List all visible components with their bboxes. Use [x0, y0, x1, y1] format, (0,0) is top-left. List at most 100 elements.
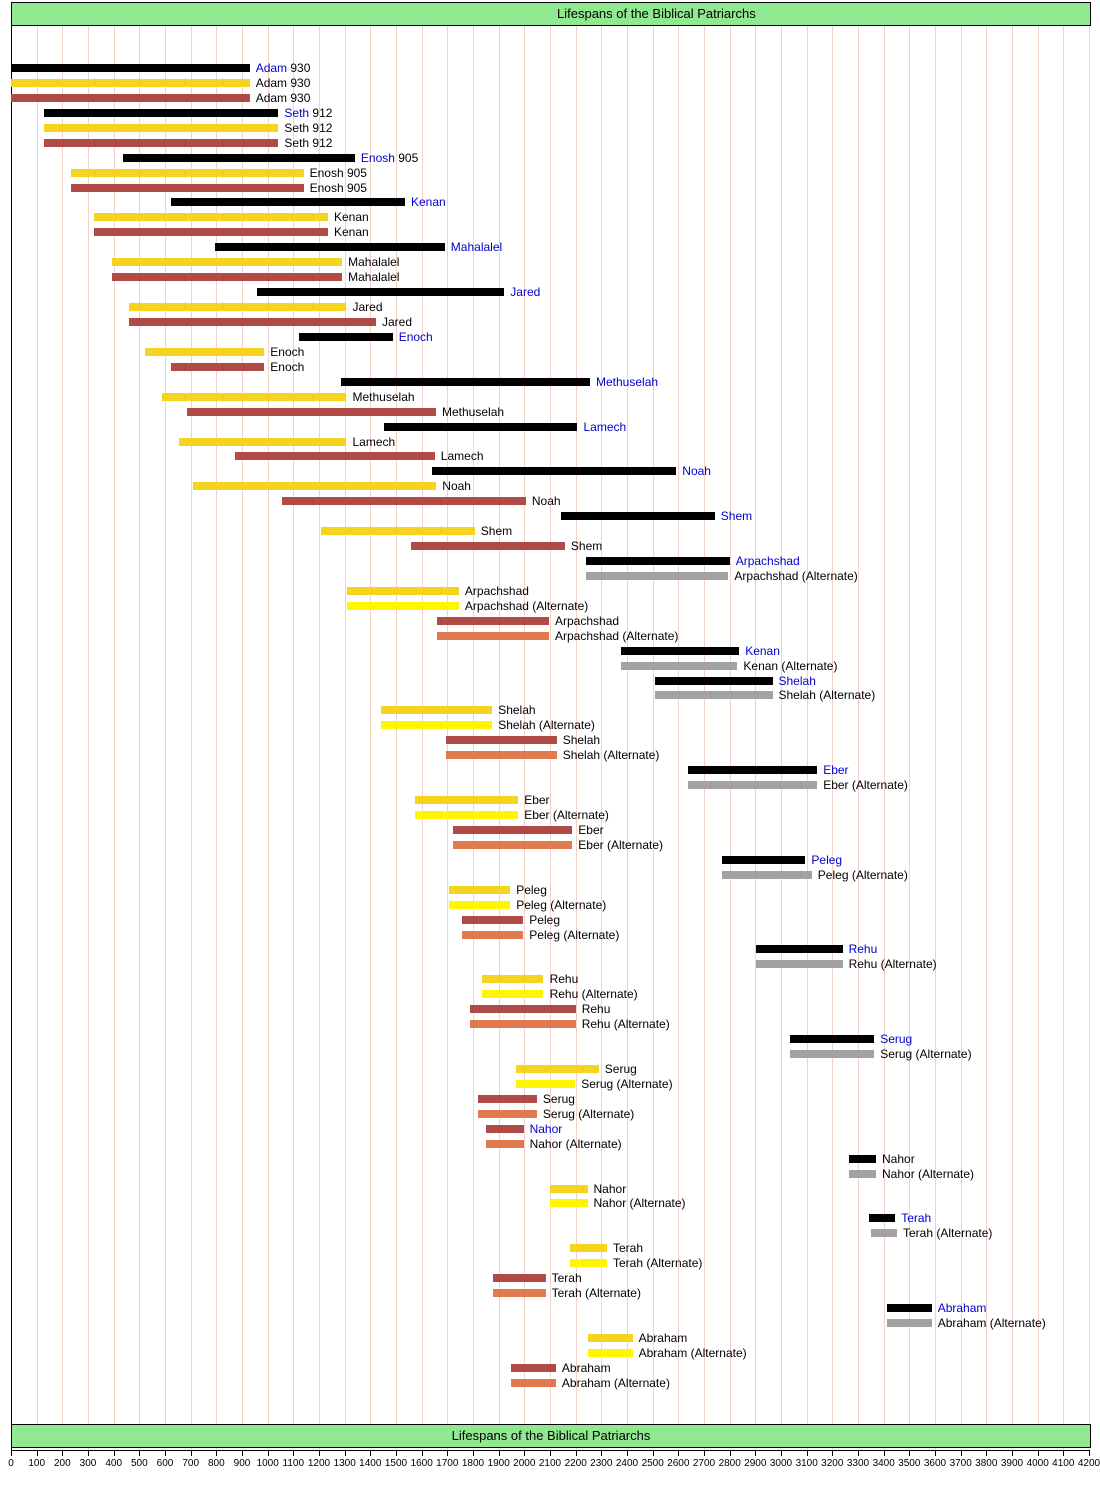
gridline [575, 26, 577, 1450]
gridline [1063, 26, 1065, 1450]
bar-label-row: Rehu [849, 943, 878, 955]
axis-tick-label: 600 [156, 1458, 174, 1469]
bar-label-row: Kenan [334, 226, 369, 238]
bar-label-row: Shelah (Alternate) [563, 749, 660, 761]
bar-label-row: Kenan [411, 196, 446, 208]
axis-tick-label: 2200 [564, 1458, 587, 1469]
bar-label: Serug (Alternate) [542, 1107, 635, 1121]
patriarch-link-noah[interactable]: Noah [682, 464, 711, 478]
patriarch-link-serug[interactable]: Serug [880, 1032, 913, 1046]
bar-label: Nahor [882, 1152, 915, 1166]
chart-title-banner: Lifespans of the Biblical Patriarchs [11, 2, 1091, 26]
bar-label-row: Nahor [530, 1123, 563, 1135]
axis-tick [11, 1451, 12, 1456]
axis-tick-label: 100 [28, 1458, 46, 1469]
bar-label-row: Nahor (Alternate) [594, 1197, 686, 1209]
lifespan-bar-jared [129, 303, 347, 311]
bar-label-row: Peleg [529, 914, 560, 926]
bar-label-row: Mahalalel [348, 256, 399, 268]
patriarch-link-shem[interactable]: Shem [720, 509, 753, 523]
bar-label-row: Lamech [441, 450, 484, 462]
bar-label-row: Eber (Alternate) [578, 839, 663, 851]
bar-label: Rehu (Alternate) [549, 987, 638, 1001]
patriarch-link-arpachshad[interactable]: Arpachshad [735, 554, 800, 568]
axis-tick-label: 800 [207, 1458, 225, 1469]
patriarch-link-peleg[interactable]: Peleg [811, 853, 843, 867]
axis-tick-label: 1300 [333, 1458, 356, 1469]
lifespan-bar-adam [11, 94, 250, 102]
bar-label-row: Adam 930 [256, 77, 311, 89]
patriarch-link-lamech[interactable]: Lamech [583, 420, 627, 434]
axis-tick [319, 1451, 320, 1456]
bar-label: Eber (Alternate) [524, 808, 609, 822]
patriarch-link-methuselah[interactable]: Methuselah [596, 375, 659, 389]
gridline [755, 26, 757, 1450]
patriarch-link-nahor[interactable]: Nahor [529, 1122, 563, 1136]
bar-label: Methuselah [442, 405, 505, 419]
lifespan-bar-kenan [621, 647, 740, 655]
gridline [62, 26, 64, 1450]
axis-tick-label: 3500 [898, 1458, 921, 1469]
lifespan-bar-enosh [71, 169, 304, 177]
bar-label-row: Enoch [399, 331, 433, 343]
bar-label-row: Eber (Alternate) [823, 779, 908, 791]
bar-label: Peleg (Alternate) [817, 868, 908, 882]
bar-label: Nahor (Alternate) [593, 1196, 686, 1210]
bar-label-row: Serug [880, 1033, 912, 1045]
axis-tick-label: 3600 [923, 1458, 947, 1469]
patriarch-link-jared[interactable]: Jared [510, 285, 541, 299]
patriarch-link-seth[interactable]: Seth [284, 106, 310, 120]
patriarch-link-kenan[interactable]: Kenan [411, 195, 446, 209]
axis-tick-label: 2600 [667, 1458, 690, 1469]
axis-tick [1037, 1451, 1039, 1456]
axis-tick [447, 1451, 449, 1456]
bar-label: Arpachshad [464, 584, 529, 598]
patriarch-link-eber[interactable]: Eber [823, 763, 849, 777]
patriarch-link-kenan[interactable]: Kenan [745, 644, 780, 658]
axis-tick [344, 1451, 346, 1456]
gridline [627, 26, 628, 1450]
axis-tick-label: 2100 [538, 1458, 562, 1469]
bar-label: Nahor (Alternate) [529, 1137, 622, 1151]
lifespan-years: 930 [287, 61, 311, 75]
bar-label-row: Abraham (Alternate) [938, 1317, 1046, 1329]
patriarch-link-enoch[interactable]: Enoch [398, 330, 433, 344]
axis-tick [293, 1451, 295, 1456]
bar-label-row: Abraham [639, 1332, 688, 1344]
axis-tick [575, 1451, 577, 1456]
gridline [858, 26, 859, 1450]
axis-tick-label: 2900 [744, 1458, 767, 1469]
bar-label-row: Eber [823, 764, 848, 776]
lifespan-bar-abraham-alternate [887, 1319, 932, 1327]
bar-label-row: Shelah (Alternate) [498, 719, 595, 731]
patriarch-link-terah[interactable]: Terah [901, 1211, 932, 1225]
axis-tick-label: 0 [8, 1458, 14, 1469]
patriarch-link-rehu[interactable]: Rehu [848, 942, 878, 956]
lifespan-bar-peleg [722, 856, 806, 864]
lifespan-bar-serug-alternate [516, 1080, 576, 1088]
bar-label-row: Arpachshad (Alternate) [734, 570, 857, 582]
axis-tick [806, 1451, 808, 1456]
gridline [806, 26, 808, 1450]
patriarch-link-mahalalel[interactable]: Mahalalel [450, 240, 503, 254]
lifespan-bar-seth [44, 124, 279, 132]
lifespan-bar-serug [516, 1065, 599, 1073]
patriarch-link-enosh[interactable]: Enosh [360, 151, 395, 165]
bar-label: Shem [570, 539, 603, 553]
patriarch-link-adam[interactable]: Adam [255, 61, 288, 75]
bar-label: Peleg [529, 913, 560, 927]
bar-label: Shelah (Alternate) [562, 748, 660, 762]
axis-tick-label: 3100 [795, 1458, 818, 1469]
axis-tick [935, 1451, 936, 1456]
patriarch-link-abraham[interactable]: Abraham [937, 1301, 987, 1315]
bar-label: Eber (Alternate) [578, 838, 663, 852]
axis-tick-label: 3800 [975, 1458, 998, 1469]
lifespan-bar-peleg-alternate [722, 871, 812, 879]
patriarch-link-shelah[interactable]: Shelah [778, 674, 816, 688]
lifespan-bar-mahalalel [112, 273, 343, 281]
gridline [190, 26, 192, 1450]
lifespan-bar-serug-alternate [477, 1110, 537, 1118]
bar-label: Serug [604, 1062, 637, 1076]
lifespan-bar-jared [257, 288, 505, 296]
axis-tick-label: 400 [105, 1458, 123, 1469]
